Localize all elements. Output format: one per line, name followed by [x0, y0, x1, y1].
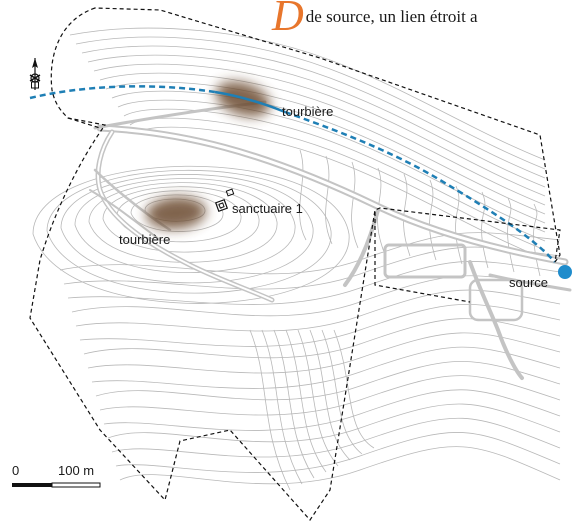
- contour-line: [99, 72, 546, 206]
- contour-line: [351, 161, 359, 249]
- contour-line: [299, 149, 307, 241]
- contour-line: [111, 90, 546, 224]
- contour-line: [71, 275, 561, 317]
- contour-line: [455, 185, 463, 265]
- caption-dropcap: D: [272, 0, 304, 40]
- label-source: source: [509, 275, 548, 290]
- contour-line: [123, 108, 546, 242]
- contour-line: [129, 117, 546, 251]
- west-track-edge: [97, 131, 273, 301]
- scale-bar-start: 0: [12, 463, 19, 478]
- label-tourbiere-west: tourbière: [119, 232, 170, 247]
- contour-line: [103, 389, 561, 431]
- contour-line: [481, 191, 489, 269]
- scale-bar-end: 100 m: [58, 463, 94, 478]
- tourbiere-west-area: [146, 196, 206, 230]
- spring-source-icon: [558, 265, 572, 279]
- caption-text: de source, un lien étroit a: [305, 7, 478, 26]
- contour-line: [249, 329, 291, 491]
- contour-line: [75, 289, 561, 332]
- contour-line: [130, 194, 224, 232]
- contour-line: [88, 182, 278, 263]
- contour-line: [119, 446, 561, 485]
- contour-line: [87, 54, 546, 188]
- stream-line-east: [284, 110, 556, 263]
- contour-line: [111, 417, 561, 458]
- east-platform: [383, 243, 467, 279]
- contour-line: [285, 329, 327, 473]
- contour-line: [75, 36, 546, 170]
- contour-line: [67, 261, 561, 305]
- south-track: [343, 208, 380, 287]
- label-sanctuaire: sanctuaire 1: [232, 201, 303, 216]
- contour-line: [333, 329, 375, 449]
- contour-lines: [32, 27, 561, 491]
- stream-line: [29, 85, 216, 100]
- stream-line-peat: [214, 90, 286, 114]
- contour-line: [261, 329, 303, 485]
- contour-line: [107, 403, 561, 443]
- contour-line: [533, 203, 541, 277]
- contour-line: [93, 63, 546, 197]
- contour-line: [321, 329, 363, 455]
- label-tourbiere-north: tourbière: [282, 104, 333, 119]
- contour-line: [105, 81, 546, 215]
- east-track: [468, 260, 524, 380]
- contour-line: [325, 155, 333, 245]
- contour-line: [91, 346, 561, 389]
- contour-line: [507, 197, 515, 273]
- west-terrace-2: [89, 189, 161, 241]
- contour-line: [297, 329, 339, 467]
- contour-line: [117, 99, 546, 233]
- contour-line: [99, 375, 561, 416]
- east-track-2: [488, 273, 572, 292]
- inner-boundary-2: [67, 117, 101, 129]
- north-arrow-icon: [29, 58, 41, 90]
- study-area-boundary: [29, 7, 561, 521]
- contour-line: [46, 169, 332, 294]
- contour-line: [69, 27, 546, 161]
- contour-line: [102, 186, 260, 253]
- sanctuary-building-icon: [214, 188, 235, 213]
- contour-line: [60, 174, 314, 284]
- contour-line: [59, 232, 561, 275]
- contour-line: [309, 329, 351, 461]
- contour-line: [273, 329, 315, 479]
- contour-line: [95, 361, 561, 401]
- contour-line: [32, 165, 350, 304]
- contour-line: [429, 179, 437, 261]
- contour-line: [135, 126, 546, 260]
- contour-line: [403, 173, 411, 257]
- east-platform-2: [468, 278, 524, 322]
- inner-boundary: [374, 212, 471, 303]
- contour-line: [63, 246, 561, 290]
- scale-bar: 0 100 m: [12, 463, 101, 488]
- contour-line: [87, 332, 561, 374]
- contour-line: [81, 45, 546, 179]
- contour-line: [115, 432, 561, 473]
- main-track-edge: [98, 126, 567, 264]
- contour-line: [74, 178, 296, 274]
- contour-line: [116, 190, 242, 243]
